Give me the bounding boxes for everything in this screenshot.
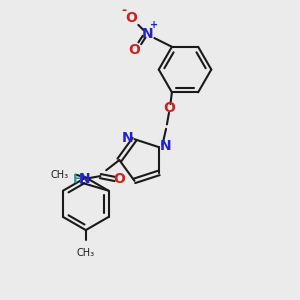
Text: O: O	[113, 172, 125, 186]
Text: N: N	[122, 131, 134, 145]
Text: CH₃: CH₃	[77, 248, 95, 258]
Text: N: N	[141, 27, 153, 41]
Text: -: -	[121, 4, 126, 17]
Text: +: +	[150, 20, 158, 30]
Text: O: O	[128, 43, 140, 57]
Text: CH₃: CH₃	[50, 169, 68, 180]
Text: N: N	[160, 139, 171, 153]
Text: O: O	[163, 101, 175, 116]
Text: H: H	[73, 172, 83, 185]
Text: O: O	[125, 11, 137, 25]
Text: N: N	[79, 172, 90, 186]
